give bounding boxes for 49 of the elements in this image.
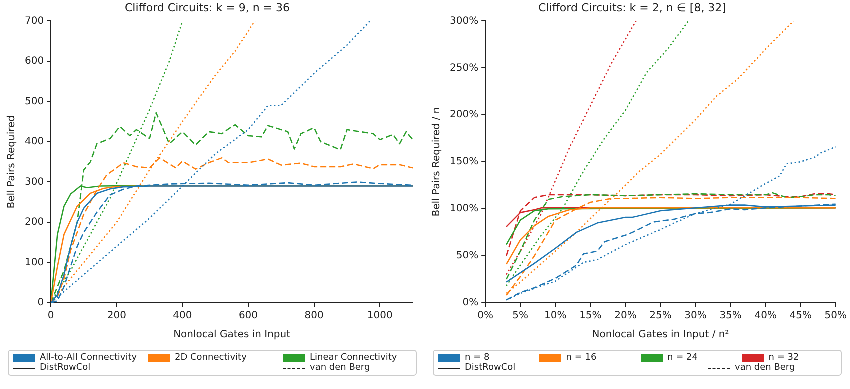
x-tick-label: 800 [304,310,324,322]
y-tick-label: 200 [24,217,44,228]
legend-label: n = 8 [465,353,490,363]
legend-label: 2D Connectivity [175,353,247,363]
x-tick-label: 25% [650,310,672,322]
x-tick-label: 0 [48,310,54,322]
x-tick-label: 1000 [367,310,393,322]
text: DistRowCol [465,363,516,373]
x-tick-label: 40% [754,310,777,322]
legend-label: n = 16 [566,353,597,363]
x-tick-label: 35% [720,310,742,322]
x-tick-label: 400 [173,310,192,322]
y-tick-label: 300 [24,176,44,188]
legend-label: Linear Connectivity [310,353,398,363]
x-axis-title: Nonlocal Gates in Input [174,330,291,341]
x-tick-label: 45% [790,310,812,322]
x-tick-label: 15% [580,310,602,322]
y-tick-label: 500 [24,96,44,108]
y-tick-label: 100% [450,204,479,215]
text: van den Berg [310,363,370,373]
legend-label: n = 24 [668,353,698,363]
legend-label: n = 32 [768,353,800,363]
x-tick-label: 0% [478,310,494,322]
y-tick-label: 50% [456,250,479,262]
y-tick-label: 300% [450,16,479,27]
x-tick-label: 20% [614,310,637,322]
y-tick-label: 600 [24,56,44,68]
x-tick-label: 200 [107,310,126,322]
x-tick-label: 10% [544,310,567,322]
y-tick-label: 250% [450,62,479,74]
y-axis-title: Bell Pairs Required [6,115,18,209]
text: van den Berg [735,363,796,373]
y-axis-title: Bell Pairs Required / n [432,107,443,217]
x-axis-title: Nonlocal Gates in Input / n² [592,330,730,341]
x-tick-label: 30% [684,310,707,322]
y-tick-label: 200% [450,110,479,121]
chart-title: Clifford Circuits: k = 2, n ∈ [8, 32] [538,1,726,14]
text: DistRowCol [40,363,91,373]
y-tick-label: 100 [24,257,44,268]
x-tick-label: 5% [512,310,529,322]
legend-label: All-to-All Connectivity [40,353,138,363]
x-tick-label: 50% [824,310,848,322]
y-tick-label: 0 [38,298,44,309]
y-tick-label: 400 [24,136,44,148]
chart-title: Clifford Circuits: k = 9, n = 36 [125,1,290,14]
y-tick-label: 150% [450,156,479,168]
y-tick-label: 0% [462,298,479,309]
y-tick-label: 700 [24,16,44,27]
x-tick-label: 600 [238,310,258,322]
